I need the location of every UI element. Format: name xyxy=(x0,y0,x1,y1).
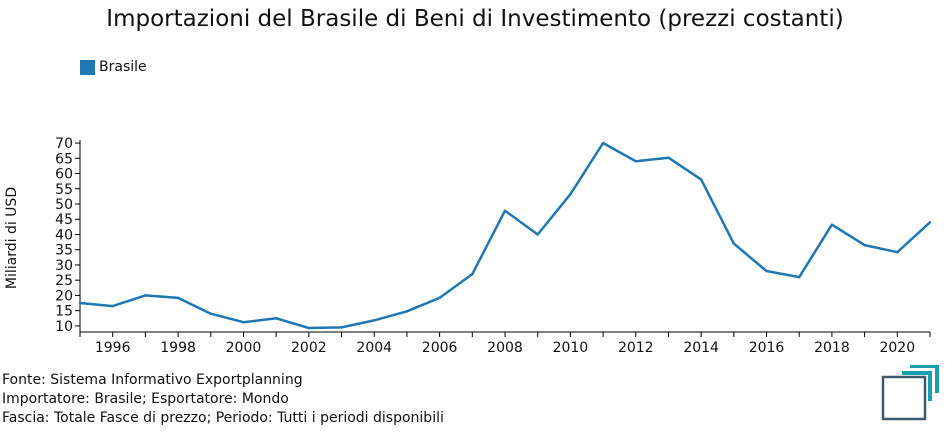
data-point xyxy=(503,209,507,212)
x-tick-label: 2014 xyxy=(683,340,719,356)
x-axis: 1996 1998 2000 2002 2004 2006 2008 2010 2012 2014… xyxy=(79,331,931,356)
data-point xyxy=(405,310,409,313)
data-point xyxy=(242,321,245,324)
x-tick-label: 2020 xyxy=(879,340,915,356)
footer-importer: Importatore: Brasile; Esportatore: Mondo xyxy=(2,391,289,407)
y-tick-label: 30 xyxy=(55,258,73,274)
data-point xyxy=(569,193,572,196)
footer-source: Fonte: Sistema Informativo Exportplannin… xyxy=(2,372,303,388)
x-tick-label: 2006 xyxy=(422,340,458,356)
data-point xyxy=(765,269,768,273)
y-tick-label: 25 xyxy=(55,273,73,289)
data-point xyxy=(601,141,605,145)
data-point xyxy=(471,272,474,276)
data-point xyxy=(830,223,834,226)
data-point xyxy=(438,296,441,300)
data-point xyxy=(274,317,278,320)
data-point xyxy=(928,221,932,224)
data-point xyxy=(863,243,866,247)
legend-label: Brasile xyxy=(99,59,147,75)
x-tick-label: 2012 xyxy=(618,340,654,356)
data-point xyxy=(634,160,637,163)
footer-band: Fascia: Totale Fasce di prezzo; Periodo:… xyxy=(2,410,444,426)
y-tick-label: 20 xyxy=(55,288,73,304)
y-tick-label: 70 xyxy=(55,136,73,152)
y-tick-label: 10 xyxy=(55,319,73,335)
data-point xyxy=(699,178,703,181)
x-tick-label: 2010 xyxy=(553,340,589,356)
data-point xyxy=(307,326,311,330)
x-tick-label: 2018 xyxy=(814,340,850,356)
data-point xyxy=(373,319,376,322)
y-tick-label: 35 xyxy=(55,243,73,259)
footer: Fonte: Sistema Informativo Exportplannin… xyxy=(2,371,444,428)
y-tick-label: 45 xyxy=(55,212,73,228)
x-tick-label: 2000 xyxy=(226,340,262,356)
data-point xyxy=(536,233,539,236)
y-tick-label: 60 xyxy=(55,167,73,183)
x-tick-label: 2002 xyxy=(291,340,327,356)
chart-title: Importazioni del Brasile di Beni di Inve… xyxy=(106,6,844,32)
x-tick-label: 1998 xyxy=(160,340,196,356)
y-tick-label: 40 xyxy=(55,227,73,243)
y-axis-label: Miliardi di USD xyxy=(4,187,20,289)
x-tick-label: 1996 xyxy=(95,340,131,356)
data-point xyxy=(896,250,899,254)
data-point xyxy=(78,301,82,305)
x-tick-label: 2008 xyxy=(487,340,523,356)
data-point xyxy=(798,275,801,279)
y-tick-label: 50 xyxy=(55,197,73,213)
series-layer xyxy=(78,141,932,330)
x-tick-label: 2004 xyxy=(356,340,392,356)
series-line-brasile xyxy=(79,141,931,330)
x-tick-label: 2016 xyxy=(749,340,785,356)
data-point xyxy=(732,242,736,245)
y-tick-label: 15 xyxy=(55,304,73,320)
legend-swatch xyxy=(80,59,95,75)
exportplanning-logo-icon xyxy=(881,365,939,421)
data-point xyxy=(176,296,180,300)
y-tick-label: 65 xyxy=(55,151,73,167)
data-point xyxy=(209,312,212,315)
data-point xyxy=(340,326,343,329)
data-point xyxy=(144,294,147,297)
data-point xyxy=(111,304,114,308)
y-tick-label: 55 xyxy=(55,182,73,198)
legend: Brasile xyxy=(80,59,147,75)
data-point xyxy=(667,156,670,159)
